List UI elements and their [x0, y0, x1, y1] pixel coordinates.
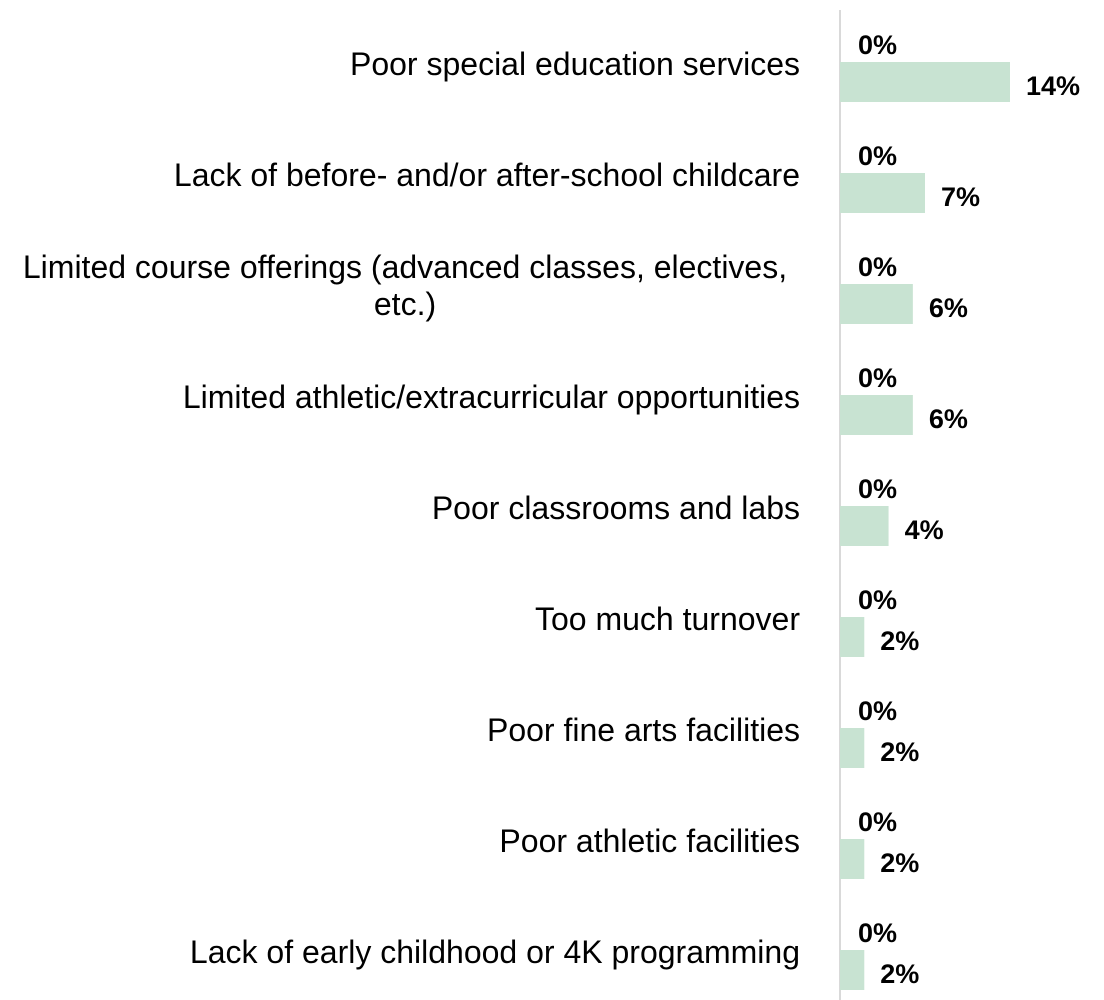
- bar: [840, 506, 889, 546]
- category-label: Limited course offerings (advanced class…: [22, 249, 788, 322]
- category-label: Too much turnover: [534, 600, 800, 637]
- value-label: 0%: [858, 585, 897, 615]
- bar: [840, 62, 1010, 102]
- bar: [840, 839, 865, 879]
- value-label: 6%: [929, 293, 968, 323]
- category-label: Poor athletic facilities: [499, 822, 800, 859]
- value-label: 2%: [880, 848, 919, 878]
- value-label: 2%: [880, 737, 919, 767]
- value-label: 0%: [858, 252, 897, 282]
- value-label: 2%: [880, 959, 919, 989]
- value-label: 0%: [858, 363, 897, 393]
- bar: [840, 395, 913, 435]
- category-label-box: Poor athletic facilities: [0, 791, 800, 891]
- value-label: 0%: [858, 474, 897, 504]
- category-label-box: Poor special education services: [0, 14, 800, 114]
- value-label: 0%: [858, 141, 897, 171]
- category-label: Poor classrooms and labs: [431, 489, 800, 526]
- category-label: Limited athletic/extracurricular opportu…: [182, 378, 800, 415]
- category-label-box: Limited athletic/extracurricular opportu…: [0, 347, 800, 447]
- value-label: 0%: [858, 30, 897, 60]
- category-label: Lack of before- and/or after-school chil…: [173, 156, 800, 193]
- bar: [840, 284, 913, 324]
- bar: [840, 950, 865, 990]
- category-label-box: Too much turnover: [0, 569, 800, 669]
- value-label: 0%: [858, 807, 897, 837]
- category-label: Lack of early childhood or 4K programmin…: [189, 933, 800, 970]
- category-label: Poor special education services: [349, 45, 800, 82]
- bar: [840, 728, 865, 768]
- value-label: 0%: [858, 696, 897, 726]
- category-label-box: Lack of early childhood or 4K programmin…: [0, 902, 800, 1000]
- value-label: 4%: [905, 515, 944, 545]
- category-label: Poor fine arts facilities: [486, 711, 800, 748]
- category-label-box: Poor fine arts facilities: [0, 680, 800, 780]
- bar: [840, 173, 925, 213]
- value-label: 14%: [1026, 71, 1080, 101]
- value-label: 2%: [880, 626, 919, 656]
- category-label-box: Poor classrooms and labs: [0, 458, 800, 558]
- value-label: 7%: [941, 182, 980, 212]
- category-label-box: Limited course offerings (advanced class…: [0, 236, 800, 336]
- value-label: 0%: [858, 918, 897, 948]
- category-label-box: Lack of before- and/or after-school chil…: [0, 125, 800, 225]
- value-label: 6%: [929, 404, 968, 434]
- bar: [840, 617, 865, 657]
